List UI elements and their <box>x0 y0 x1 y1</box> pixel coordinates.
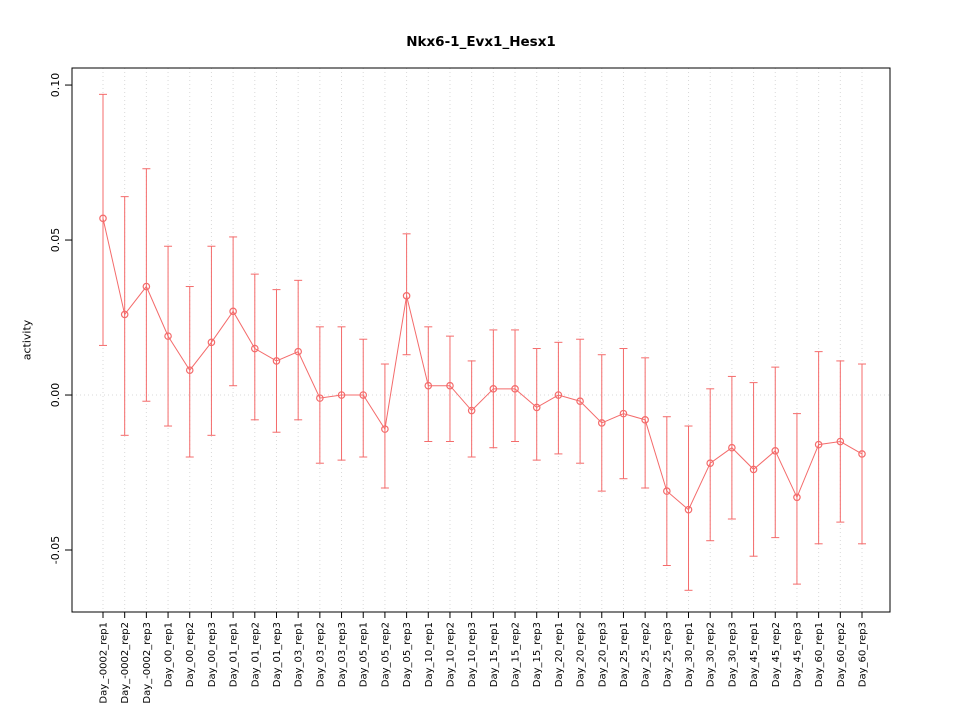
data-point <box>663 487 671 495</box>
data-point <box>597 419 606 427</box>
data-point <box>576 397 584 406</box>
x-tick-label: Day_00_rep2 <box>185 622 196 687</box>
x-tick-label: Day_03_rep3 <box>337 622 348 687</box>
x-tick-label: Day_10_rep3 <box>467 622 478 687</box>
data-point <box>728 443 736 452</box>
x-tick-label: Day_-0002_rep3 <box>142 622 153 704</box>
data-point <box>337 391 346 399</box>
x-tick-label: Day_45_rep2 <box>771 622 782 687</box>
data-point <box>684 505 693 514</box>
data-point <box>359 391 368 399</box>
x-tick-label: Day_45_rep1 <box>749 622 760 687</box>
y-tick-label: 0.00 <box>49 383 62 408</box>
x-tick-label: Day_01_rep2 <box>250 622 261 687</box>
y-tick-label: 0.10 <box>49 73 62 98</box>
data-point <box>554 391 563 399</box>
x-tick-label: Day_10_rep1 <box>424 622 435 687</box>
y-tick-label: -0.05 <box>49 536 62 564</box>
data-point <box>858 450 866 458</box>
data-point <box>532 403 541 412</box>
x-tick-label: Day_15_rep1 <box>489 622 500 687</box>
x-tick-label: Day_-0002_rep1 <box>99 622 110 704</box>
data-point <box>316 394 324 402</box>
data-point <box>207 338 216 347</box>
data-point <box>749 465 758 474</box>
data-point <box>641 416 649 424</box>
data-point <box>706 459 715 468</box>
x-tick-label: Day_45_rep3 <box>792 622 803 687</box>
data-point <box>164 332 172 340</box>
x-tick-label: Day_20_rep2 <box>576 622 587 687</box>
x-tick-label: Day_25_rep3 <box>662 622 673 687</box>
x-tick-label: Day_03_rep2 <box>315 622 326 687</box>
data-point <box>251 344 259 353</box>
data-point <box>229 307 237 316</box>
data-point <box>424 381 433 390</box>
x-tick-label: Day_15_rep3 <box>532 622 543 687</box>
x-tick-label: Day_05_rep2 <box>380 622 391 687</box>
x-tick-label: Day_-0002_rep2 <box>120 622 131 704</box>
data-point <box>619 409 628 418</box>
y-axis-label: activity <box>20 319 34 361</box>
data-point <box>489 385 498 393</box>
data-point <box>836 437 845 446</box>
data-point <box>120 310 129 319</box>
x-tick-label: Day_30_rep1 <box>684 622 695 687</box>
x-tick-label: Day_60_rep3 <box>858 622 869 687</box>
data-point <box>381 425 389 433</box>
x-tick-label: Day_05_rep3 <box>402 622 413 687</box>
x-tick-label: Day_30_rep3 <box>727 622 738 687</box>
x-tick-label: Day_20_rep1 <box>554 622 565 687</box>
x-tick-label: Day_25_rep2 <box>641 622 652 687</box>
x-tick-label: Day_60_rep1 <box>814 622 825 687</box>
data-point <box>185 366 194 375</box>
x-tick-label: Day_03_rep1 <box>294 622 305 687</box>
y-tick-label: 0.05 <box>49 228 62 253</box>
x-tick-label: Day_01_rep3 <box>272 622 283 687</box>
x-tick-label: Day_01_rep1 <box>229 622 240 687</box>
x-tick-label: Day_60_rep2 <box>836 622 847 687</box>
data-point <box>467 406 476 415</box>
data-point <box>814 440 823 449</box>
x-tick-label: Day_30_rep2 <box>706 622 717 687</box>
x-tick-label: Day_05_rep1 <box>359 622 370 687</box>
data-point <box>771 447 780 455</box>
x-tick-label: Day_00_rep3 <box>207 622 218 687</box>
data-point <box>402 292 411 300</box>
plot-border <box>71 67 891 613</box>
x-tick-label: Day_15_rep2 <box>511 622 522 687</box>
data-point <box>446 381 454 390</box>
x-tick-label: Day_20_rep3 <box>597 622 608 687</box>
data-point <box>142 282 151 291</box>
x-tick-label: Day_25_rep1 <box>619 622 630 687</box>
data-point <box>294 347 302 356</box>
data-point <box>99 214 107 223</box>
data-point <box>272 357 281 365</box>
chart-title: Nkx6-1_Evx1_Hesx1 <box>406 34 556 50</box>
data-point <box>793 493 801 502</box>
series-line <box>102 218 863 511</box>
x-tick-label: Day_10_rep2 <box>445 622 456 687</box>
data-point <box>511 385 519 393</box>
x-tick-label: Day_00_rep1 <box>164 622 175 687</box>
